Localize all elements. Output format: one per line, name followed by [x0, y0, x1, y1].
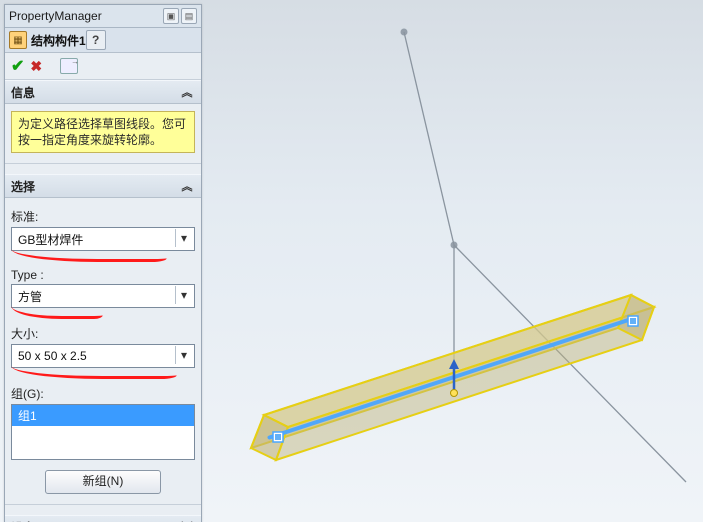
feature-header: ▦ 结构构件1 ?	[5, 28, 201, 53]
info-section-head[interactable]: 信息 ︽	[5, 80, 201, 104]
panel-title-bar: PropertyManager ▣ ▤	[5, 5, 201, 28]
group-listbox[interactable]: 组1	[11, 404, 195, 460]
type-select[interactable]: 方管 ▾	[11, 284, 195, 308]
new-group-button[interactable]: 新组(N)	[45, 470, 161, 494]
chevron-down-icon: ▾	[175, 229, 192, 247]
annotation-underline-1	[11, 249, 168, 262]
size-value: 50 x 50 x 2.5	[18, 349, 87, 363]
property-manager-panel: PropertyManager ▣ ▤ ▦ 结构构件1 ? ✔ ✖ 信息 ︽ 为…	[4, 4, 202, 522]
graphics-viewport[interactable]	[206, 0, 703, 522]
select-section-head[interactable]: 选择 ︽	[5, 174, 201, 198]
info-message: 为定义路径选择草图线段。您可按一指定角度来旋转轮廓。	[11, 111, 195, 153]
info-section-body: 为定义路径选择草图线段。您可按一指定角度来旋转轮廓。	[5, 104, 201, 163]
help-button[interactable]: ?	[86, 30, 106, 50]
size-select[interactable]: 50 x 50 x 2.5 ▾	[11, 344, 195, 368]
ok-button[interactable]: ✔	[11, 56, 24, 76]
pin-right-icon[interactable]: ▤	[181, 8, 197, 24]
standard-label: 标准:	[11, 208, 195, 225]
collapse-select-icon[interactable]: ︽	[179, 178, 195, 194]
annotation-underline-2	[11, 306, 104, 319]
cancel-button[interactable]: ✖	[30, 58, 42, 75]
feature-title: 结构构件1	[31, 32, 86, 49]
group-label: 组(G):	[11, 385, 195, 402]
pin-left-icon[interactable]: ▣	[163, 8, 179, 24]
weldment-icon: ▦	[9, 31, 27, 49]
group-list-item[interactable]: 组1	[12, 405, 194, 426]
standard-select[interactable]: GB型材焊件 ▾	[11, 227, 195, 251]
type-value: 方管	[18, 288, 42, 305]
model-scene	[206, 0, 703, 522]
chevron-down-icon: ▾	[175, 286, 192, 304]
standard-value: GB型材焊件	[18, 231, 83, 248]
select-section-body: 标准: GB型材焊件 ▾ Type : 方管 ▾ 大小: 50 x 50 x 2…	[5, 198, 201, 504]
info-head-label: 信息	[11, 84, 35, 101]
collapse-info-icon[interactable]: ︽	[179, 84, 195, 100]
confirm-row: ✔ ✖	[5, 53, 201, 80]
annotation-underline-3	[11, 366, 178, 379]
detailed-preview-button[interactable]	[60, 58, 78, 74]
settings-section-head[interactable]: 设定 ︾	[5, 515, 201, 522]
type-label: Type :	[11, 268, 195, 282]
chevron-down-icon: ▾	[175, 346, 192, 364]
select-head-label: 选择	[11, 178, 35, 195]
panel-title: PropertyManager	[9, 9, 102, 23]
size-label: 大小:	[11, 325, 195, 342]
